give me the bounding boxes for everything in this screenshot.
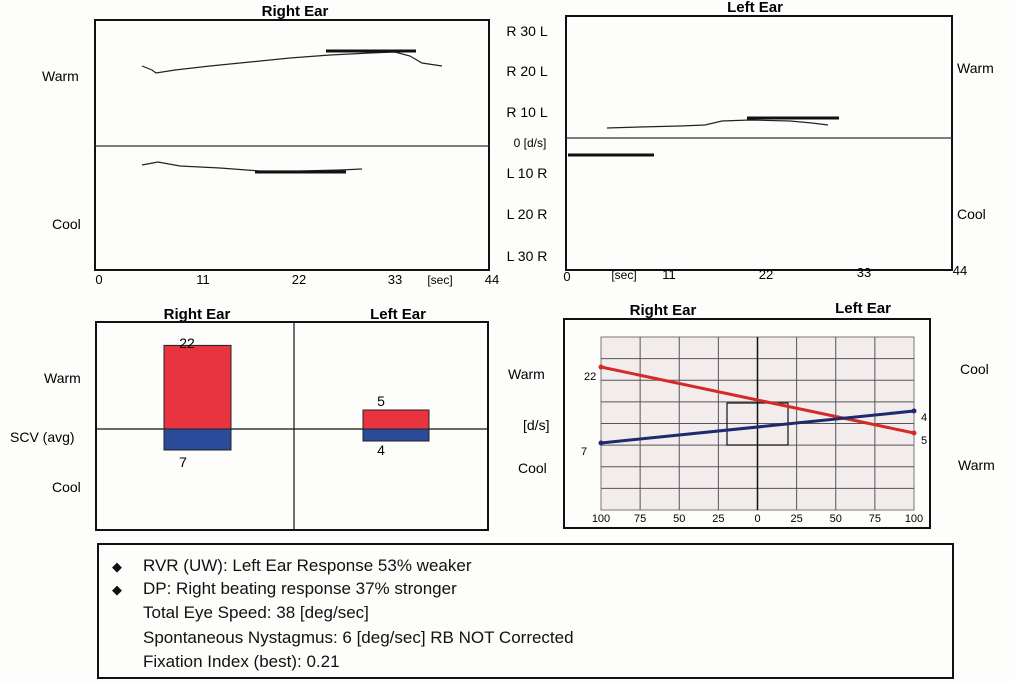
center-scale-r20: R 20 L — [506, 63, 547, 79]
bar-left-warm-value: 5 — [377, 393, 385, 409]
center-scale-l30: L 30 R — [507, 248, 548, 264]
right-ear-cool-trace — [141, 161, 363, 172]
left-x-tick-33: 33 — [857, 265, 871, 280]
butterfly-chart: Right Ear Left Ear 22 5 7 4 Warm [d/s] C… — [508, 300, 995, 529]
blue-start-point — [598, 440, 604, 446]
butterfly-right-cool: Cool — [960, 361, 989, 377]
butterfly-x-tick: 100 — [905, 513, 923, 525]
blue-end-point — [911, 408, 917, 414]
warm-bar-right-ear — [163, 344, 232, 430]
red-end-point — [911, 430, 917, 436]
right-x-tick-33: 33 — [388, 272, 402, 287]
butterfly-x-tick: 75 — [869, 513, 881, 525]
summary-total-eye-speed: Total Eye Speed: 38 [deg/sec] — [143, 603, 369, 622]
left-ear-trace-frame — [565, 15, 953, 271]
left-ear-trace-title: Left Ear — [727, 0, 783, 16]
butterfly-left-ear-title: Left Ear — [835, 300, 891, 317]
summary-spontaneous-nystagmus: Spontaneous Nystagmus: 6 [deg/sec] RB NO… — [143, 628, 574, 647]
right-x-tick-44: 44 — [485, 272, 499, 287]
left-x-tick-44: 44 — [953, 263, 967, 278]
blue-start-label: 7 — [581, 446, 587, 458]
left-cool-label: Cool — [957, 206, 986, 222]
left-x-tick-0: 0 — [563, 269, 570, 284]
summary-rvr: RVR (UW): Left Ear Response 53% weaker — [143, 556, 472, 575]
bar-left-cool-value: 4 — [377, 442, 385, 458]
center-scale-zero: 0 [d/s] — [514, 136, 547, 150]
red-response-line — [600, 365, 915, 435]
butterfly-x-tick: 25 — [712, 513, 724, 525]
butterfly-x-tick: 0 — [754, 513, 760, 525]
red-start-label: 22 — [584, 371, 596, 383]
right-x-tick-22: 22 — [292, 272, 306, 287]
right-ear-warm-trace — [141, 51, 443, 74]
cool-bar-right-ear — [163, 428, 232, 451]
left-warm-label: Warm — [957, 60, 994, 76]
butterfly-right-warm: Warm — [958, 457, 995, 473]
blue-end-label: 4 — [921, 412, 927, 424]
bullet-diamond-icon: ◆ — [112, 559, 122, 574]
left-x-tick-11: 11 — [662, 267, 676, 282]
bar-warm-label: Warm — [44, 370, 81, 386]
bar-scv-label: SCV (avg) — [10, 429, 75, 445]
right-x-tick-unit: [sec] — [427, 273, 452, 287]
butterfly-left-warm: Warm — [508, 366, 545, 382]
bar-left-ear-title: Left Ear — [370, 306, 426, 323]
bar-right-ear-title: Right Ear — [164, 306, 231, 323]
scv-bar-chart: Right Ear Left Ear Warm SCV (avg) Cool 2… — [10, 306, 489, 531]
summary-dp: DP: Right beating response 37% stronger — [143, 579, 457, 598]
cool-bar-left-ear — [362, 428, 430, 442]
warm-bar-left-ear — [362, 409, 430, 430]
left-x-tick-unit: [sec] — [611, 268, 636, 282]
butterfly-x-tick: 100 — [592, 513, 610, 525]
bar-right-cool-value: 7 — [179, 454, 187, 470]
butterfly-x-tick: 25 — [791, 513, 803, 525]
butterfly-left-cool: Cool — [518, 460, 547, 476]
summary-fixation-index: Fixation Index (best): 0.21 — [143, 652, 340, 671]
right-ear-caloric-chart: Right Ear Left Ear Warm Cool R 30 L R 20… — [42, 0, 994, 287]
right-x-tick-0: 0 — [95, 272, 102, 287]
center-scale-r30: R 30 L — [506, 23, 547, 39]
center-scale-r10: R 10 L — [506, 104, 547, 120]
left-ear-warm-trace — [606, 119, 829, 129]
right-warm-label: Warm — [42, 68, 79, 84]
butterfly-right-ear-title: Right Ear — [630, 302, 697, 319]
right-cool-label: Cool — [52, 216, 81, 232]
center-scale-l20: L 20 R — [507, 206, 548, 222]
butterfly-left-unit: [d/s] — [523, 417, 549, 433]
bar-right-warm-value: 22 — [179, 335, 195, 351]
left-x-tick-22: 22 — [759, 267, 773, 282]
bullet-diamond-icon: ◆ — [112, 582, 122, 597]
butterfly-x-tick: 50 — [673, 513, 685, 525]
blue-response-line — [600, 409, 915, 445]
red-start-point — [598, 364, 604, 370]
right-x-tick-11: 11 — [196, 272, 210, 287]
right-ear-trace-frame — [94, 19, 490, 271]
summary-panel: ◆ ◆ RVR (UW): Left Ear Response 53% weak… — [97, 543, 954, 679]
butterfly-x-tick: 75 — [634, 513, 646, 525]
bar-cool-label: Cool — [52, 479, 81, 495]
red-end-label: 5 — [921, 435, 927, 447]
butterfly-x-tick: 50 — [830, 513, 842, 525]
center-scale-l10: L 10 R — [507, 165, 548, 181]
right-ear-trace-title: Right Ear — [262, 3, 329, 20]
